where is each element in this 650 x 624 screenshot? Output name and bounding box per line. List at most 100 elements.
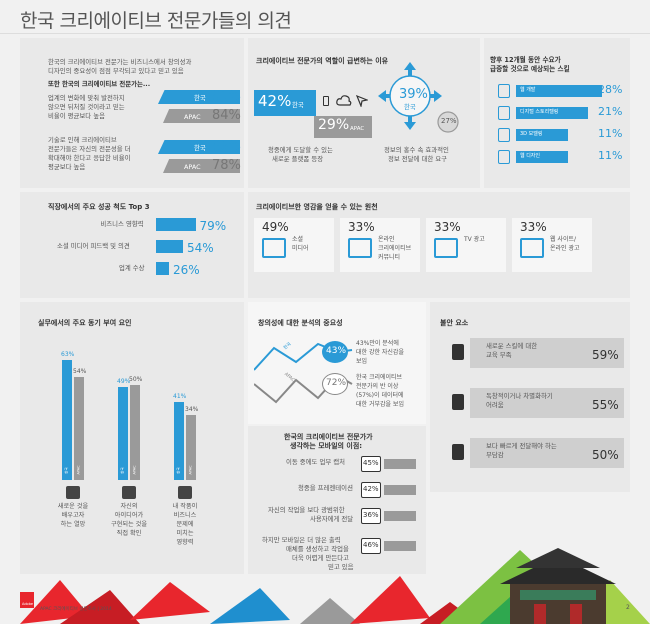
- title-divider: [0, 33, 650, 34]
- motivation-label: 영향력: [176, 539, 194, 546]
- panel-analytics: [248, 302, 426, 424]
- mobile-label: 더욱 어렵게 만든다고: [292, 554, 349, 562]
- mobile-bar: [384, 459, 416, 469]
- motivation-apac-tag: APAC: [76, 465, 81, 475]
- success-bar: [156, 240, 183, 253]
- page-title: 한국 크리에이티브 전문가들의 의견: [20, 10, 292, 32]
- p7-t2-1: 한국 크리에이티브: [356, 374, 403, 381]
- concern-icon: [452, 344, 464, 360]
- mobile-bar: [384, 511, 416, 521]
- concern-band: [470, 388, 624, 418]
- motivation-label: 구현되는 것을: [110, 521, 148, 528]
- motivation-apac-value: 34%: [185, 406, 199, 414]
- success-bar: [156, 218, 196, 231]
- p8-title-2: 생각하는 모바일의 이점:: [290, 442, 363, 450]
- p1-item1-kr-value: 91%: [212, 89, 241, 104]
- skill-value: 21%: [598, 105, 623, 118]
- p7-v2-circle: [322, 373, 348, 395]
- mobile-label: 매체를 생성하고 작업을: [286, 545, 349, 553]
- inspiration-card: [340, 218, 420, 272]
- p1-item2-kr-label: 한국: [194, 144, 206, 152]
- mobile-bar: [384, 485, 416, 495]
- concern-label: 독창적이거나 차별화하기: [486, 392, 553, 400]
- motivation-label: 미치는: [176, 530, 194, 537]
- skill-label: 디지털 스토리텔링: [520, 109, 559, 115]
- mobile-device: [361, 508, 381, 524]
- p8-title-1: 한국의 크리에이티브 전문가가: [284, 433, 373, 441]
- p1-line-1: 한국의 크리에이티브 전문가는 비즈니스에서 창의성과: [48, 58, 192, 66]
- skill-icon: [498, 150, 510, 164]
- motivation-label: 자신의: [120, 503, 138, 510]
- skill-label: 웹 디자인: [520, 153, 540, 159]
- concern-band: [470, 338, 624, 368]
- concern-label: 부담감: [486, 451, 504, 459]
- p2-mid-pct: 39%: [399, 87, 428, 102]
- p1-item1-l3: 비율이 평균보다 높음: [48, 112, 105, 120]
- p4-title: 직장에서의 주요 성공 척도 Top 3: [48, 203, 150, 211]
- p3-title-1: 향후 12개월 동안 수요가: [490, 56, 561, 64]
- concern-label: 교육 부족: [486, 351, 512, 359]
- p7-t1-1: 43%만이 분석에: [356, 340, 399, 347]
- motivation-kr-value: 49%: [117, 377, 131, 385]
- p1-item1-apac-band: [163, 109, 240, 123]
- inspiration-label: TV 광고: [464, 236, 485, 243]
- p1-item2-apac-label: APAC: [184, 163, 201, 171]
- inspiration-value: 33%: [520, 220, 547, 234]
- inspiration-icon: [520, 238, 544, 258]
- p7-v1-circle: [322, 341, 348, 363]
- p1-item2-apac-band: [163, 159, 240, 173]
- motivation-kr-tag: 한국: [176, 467, 181, 474]
- motivation-label: 배우고자: [61, 512, 85, 519]
- motivation-kr-tag: 한국: [120, 467, 125, 474]
- cloud-icon: [336, 95, 352, 106]
- motivation-icon: [178, 486, 192, 499]
- p2-mid-label: 한국: [404, 103, 416, 111]
- p1-item1-kr-band: [158, 90, 240, 104]
- motivation-kr-value: 63%: [61, 351, 75, 359]
- p1-item2-l1: 기술로 인해 크리에이티브: [48, 136, 117, 144]
- motivation-bar-kr: [174, 402, 184, 480]
- p1-item2-l3: 확대해야 한다고 응답한 비율이: [48, 154, 131, 162]
- p7-t2-2: 전문가의 반 이상: [356, 383, 399, 390]
- inspiration-card: [512, 218, 592, 272]
- inspiration-label: 웹 사이트/: [550, 236, 577, 243]
- mobile-label: 자신의 작업을 보다 광범위한: [268, 506, 345, 514]
- p1-item2-l4: 평균보다 높음: [48, 163, 86, 171]
- success-bar: [156, 262, 169, 275]
- p7-t1-2: 대한 강한 자신감을: [356, 349, 404, 356]
- success-label: 비즈니스 영향력: [100, 220, 144, 228]
- mobile-value: 42%: [363, 485, 379, 493]
- p1-item2-kr-band: [158, 140, 240, 154]
- inspiration-label: 미디어: [292, 245, 309, 252]
- mobile-value: 45%: [363, 459, 379, 467]
- p1-item1-l1: 업계의 변화에 맞춰 발전하지: [48, 94, 125, 102]
- concern-label: 보다 빠르게 전달해야 하는: [486, 442, 557, 450]
- p1-item1-kr-label: 한국: [194, 94, 206, 102]
- motivation-apac-value: 50%: [129, 376, 143, 383]
- p1-item2-kr-value: 88%: [212, 139, 241, 154]
- inspiration-icon: [348, 238, 372, 258]
- skill-bar: [516, 107, 588, 119]
- mobile-label: 이동 중에도 업무 캡처: [286, 458, 346, 466]
- mobile-label: 믿고 있음: [328, 563, 354, 571]
- motivation-icon: [122, 486, 136, 499]
- p1-item2-apac-value: 78%: [212, 158, 241, 173]
- inspiration-value: 33%: [348, 220, 375, 234]
- p2-kr-box: [254, 90, 316, 116]
- inspiration-value: 33%: [434, 220, 461, 234]
- motivation-bar-apac: [74, 377, 84, 480]
- p2-right-caption-1: 정보의 홍수 속 효과적인: [384, 146, 449, 154]
- motivation-label: 비즈니스: [173, 512, 197, 519]
- p3-title-2: 급증할 것으로 예상되는 스킬: [490, 65, 570, 73]
- adobe-logo: [20, 592, 34, 608]
- motivation-kr-tag: 한국: [64, 467, 69, 474]
- skill-bar: [516, 129, 568, 141]
- p9-title: 불안 요소: [440, 319, 469, 327]
- motivation-apac-tag: APAC: [132, 465, 137, 475]
- p1-item1-apac-label: APAC: [184, 113, 201, 121]
- p6-title: 실무에서의 주요 동기 부여 요인: [38, 319, 132, 327]
- inspiration-label: 소셜: [292, 236, 304, 243]
- phone-icon: [323, 96, 329, 106]
- p7-t2-3: (57%)이 데이터에: [356, 392, 404, 399]
- p2-apac-pct: 29%: [318, 117, 350, 133]
